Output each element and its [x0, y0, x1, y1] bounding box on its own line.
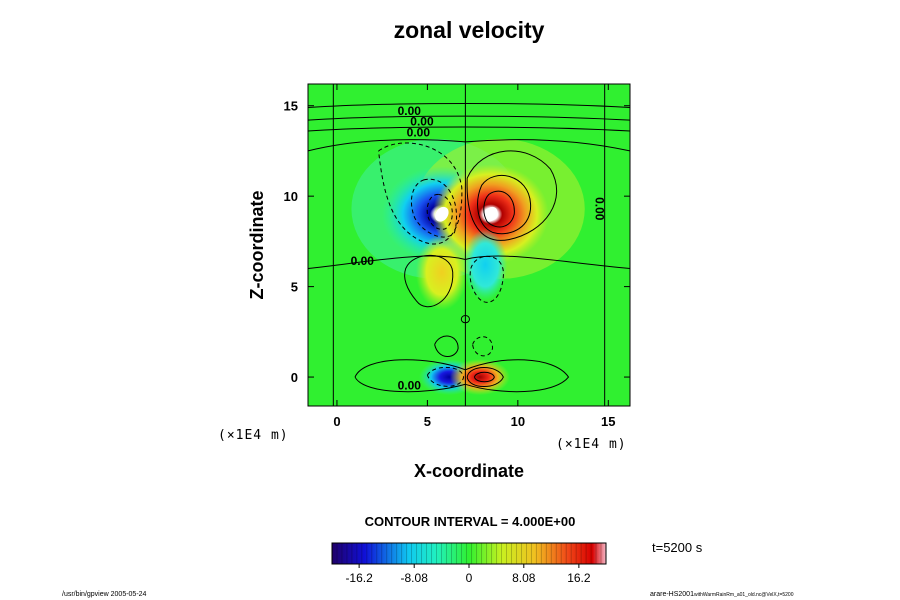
x-tick-label: 5: [424, 414, 431, 429]
z-axis-unit: (×1E4 m): [218, 428, 289, 443]
contour-lobe-pos: [404, 254, 454, 308]
contour-lobe-neg: [469, 255, 504, 303]
contour-band-2: [308, 115, 630, 121]
z-axis-ticks: 0 5 10 15: [284, 99, 630, 385]
contour-interval-text: CONTOUR INTERVAL = 4.000E+00: [365, 514, 576, 529]
contour-neg-1: [378, 142, 463, 245]
contour-small-loop: [460, 315, 470, 324]
contour-label: 0.00: [398, 104, 422, 118]
x-tick-label: 15: [601, 414, 615, 429]
footer-right-main: arare-HS2001: [650, 591, 694, 598]
x-axis-label: X-coordinate: [414, 461, 524, 481]
colorbar-ticks: -16.2 -8.08 0 8.08 16.2: [345, 564, 591, 585]
contour-pos-1: [466, 150, 558, 241]
x-axis-unit: (×1E4 m): [556, 437, 627, 452]
contour-label: 0.00: [398, 379, 422, 393]
contour-pos-2: [477, 175, 532, 235]
contour-labels: 0.000.000.000.000.000.00: [351, 104, 607, 393]
contour-lines: [308, 84, 630, 406]
contour-lower-pos: [466, 367, 504, 388]
z-tick-label: 15: [284, 99, 298, 114]
contour-label: 0.00: [407, 125, 431, 139]
vortex-core-2: [483, 206, 498, 222]
x-tick-label: 0: [333, 414, 340, 429]
x-tick-label: 10: [511, 414, 525, 429]
contour-pos-3: [483, 190, 515, 228]
contour-zero-mid: [308, 255, 630, 270]
contour-band-1: [308, 102, 630, 109]
contour-neg-2: [411, 178, 458, 238]
x-axis-ticks: 0 5 10 15: [333, 84, 616, 429]
feature-negative-lobe-4: [463, 228, 508, 301]
colorbar-stripes: [336, 543, 602, 564]
velocity-field: [351, 138, 585, 396]
colorbar-tick-label: 16.2: [567, 571, 591, 585]
time-label: t=5200 s: [652, 540, 703, 555]
contour-label: 0.00: [410, 115, 434, 129]
z-tick-label: 5: [291, 280, 298, 295]
colorbar: -16.2 -8.08 0 8.08 16.2: [331, 542, 607, 585]
feature-positive-lobe-3: [415, 234, 468, 311]
footer-right: arare-HS2001withWarmRainRm_a01_old.nc@Ve…: [650, 591, 794, 598]
feature-positive-vortex-6: [449, 359, 510, 396]
contour-band-3: [308, 126, 630, 132]
colorbar-tick-label: 8.08: [512, 571, 536, 585]
z-tick-label: 10: [284, 189, 298, 204]
colorbar-gradient: [332, 543, 606, 564]
plot-area: [308, 84, 630, 406]
contour-label: 0.00: [351, 254, 375, 268]
z-tick-label: 0: [291, 370, 298, 385]
vortex-core-1: [435, 206, 449, 222]
z-axis-label: Z-coordinate: [247, 190, 267, 299]
colorbar-tick-label: -8.08: [401, 571, 429, 585]
contour-lower-pos-inner: [473, 371, 495, 383]
contour-lower-outer: [354, 359, 570, 393]
contour-lower-pos-top: [434, 335, 459, 357]
contour-neg-3: [426, 193, 453, 230]
plot-frame: [307, 83, 631, 407]
footer-right-sub: withWarmRainRm_a01_old.nc@VelX,t=5200: [694, 592, 794, 598]
contour-lower-neg: [426, 366, 465, 387]
footer-left: /usr/bin/gpview 2005-05-24: [62, 591, 147, 598]
contour-lower-neg-top: [472, 336, 494, 357]
contour-band-4: [308, 139, 630, 152]
colorbar-tick-label: 0: [466, 571, 473, 585]
contour-label: 0.00: [593, 197, 607, 221]
chart-title: zonal velocity: [394, 17, 545, 43]
colorbar-tick-label: -16.2: [345, 571, 373, 585]
